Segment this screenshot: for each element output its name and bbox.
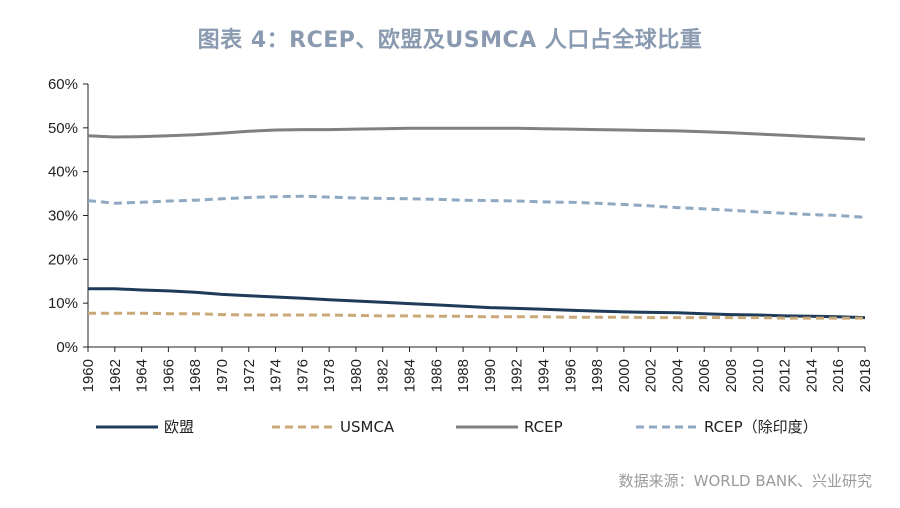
x-tick-label: 1974 bbox=[268, 359, 285, 392]
x-tick-label: 2000 bbox=[616, 359, 633, 392]
x-tick-label: 1960 bbox=[80, 359, 97, 392]
x-tick-label: 1980 bbox=[348, 359, 365, 392]
x-tick-label: 2002 bbox=[643, 359, 660, 392]
x-tick-label: 1984 bbox=[402, 359, 419, 392]
legend-label-0: 欧盟 bbox=[164, 418, 194, 436]
y-tick-label: 10% bbox=[48, 295, 78, 312]
source-note: 数据来源：WORLD BANK、兴业研究 bbox=[618, 472, 872, 490]
x-tick-label: 1994 bbox=[535, 359, 552, 392]
x-tick-label: 1978 bbox=[321, 359, 338, 392]
x-tick-label: 1992 bbox=[509, 359, 526, 392]
y-tick-label: 50% bbox=[48, 120, 78, 137]
x-tick-label: 1964 bbox=[134, 359, 151, 392]
legend: 欧盟 USMCA RCEP RCEP（除印度） bbox=[96, 418, 818, 436]
x-tick-label: 1966 bbox=[160, 359, 177, 392]
x-tick-label: 2006 bbox=[696, 359, 713, 392]
x-tick-label: 2018 bbox=[857, 359, 874, 392]
legend-label-3: RCEP（除印度） bbox=[704, 418, 818, 436]
chart-title: 图表 4：RCEP、欧盟及USMCA 人口占全球比重 bbox=[197, 28, 703, 53]
x-tick-label: 1976 bbox=[294, 359, 311, 392]
x-tick-label: 1986 bbox=[428, 359, 445, 392]
x-tick-label: 2008 bbox=[723, 359, 740, 392]
x-tick-label: 2016 bbox=[830, 359, 847, 392]
x-tick-label: 1970 bbox=[214, 359, 231, 392]
series-line-0 bbox=[88, 287, 866, 320]
y-tick-label: 30% bbox=[48, 208, 78, 225]
y-tick-label: 60% bbox=[48, 76, 78, 93]
x-tick-label: 2004 bbox=[669, 359, 686, 392]
x-tick-label: 1972 bbox=[241, 359, 258, 392]
legend-label-1: USMCA bbox=[340, 418, 395, 436]
y-tick-label: 0% bbox=[56, 339, 78, 356]
x-tick-label: 1996 bbox=[562, 359, 579, 392]
x-tick-label: 2014 bbox=[803, 359, 820, 392]
x-tick-label: 1982 bbox=[375, 359, 392, 392]
axes: 0% 10% 20% 30% 40% 50% 60% 1960 1962 1964 1966 1968… bbox=[48, 76, 874, 392]
x-tick-label: 1988 bbox=[455, 359, 472, 392]
series-line-2 bbox=[87, 126, 866, 141]
x-tick-label: 2010 bbox=[750, 359, 767, 392]
y-tick-label: 20% bbox=[48, 251, 78, 268]
series-layer bbox=[87, 126, 866, 320]
legend-label-2: RCEP bbox=[524, 418, 563, 436]
x-tick-label: 1990 bbox=[482, 359, 499, 392]
x-tick-label: 1968 bbox=[187, 359, 204, 392]
x-tick-label: 2012 bbox=[777, 359, 794, 392]
series-line-3 bbox=[87, 194, 866, 219]
x-tick-label: 1998 bbox=[589, 359, 606, 392]
x-tick-label: 1962 bbox=[107, 359, 124, 392]
y-tick-label: 40% bbox=[48, 164, 78, 181]
